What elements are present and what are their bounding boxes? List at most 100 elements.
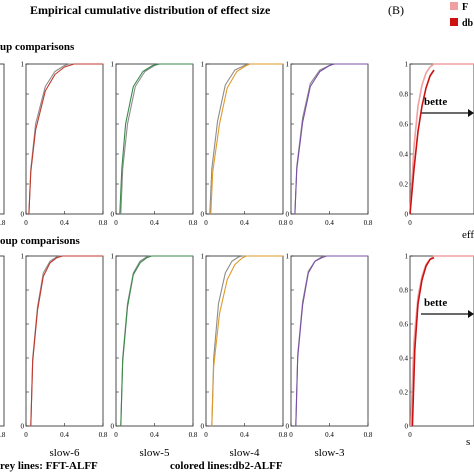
subplot-5: 0 1 0 0.4 0.8 slow-6 <box>21 253 108 460</box>
x-tick-label: 0 <box>204 431 208 439</box>
x-axis-label: slow-4 <box>230 447 260 459</box>
subplot-6: 0 1 0 0.4 0.8 slow-5 <box>111 253 198 460</box>
partial-panel-xtick: 0.8 <box>0 431 6 439</box>
x-tick-label: 0.8 <box>279 219 288 227</box>
series-line-grey <box>294 63 368 215</box>
legend-label-fft: F <box>462 2 468 13</box>
x-tick-label: 0 <box>24 219 28 227</box>
partial-panel-frame-2 <box>0 255 5 427</box>
x-tick-label: 0 <box>289 431 293 439</box>
y-tick-label: 0 <box>286 423 290 431</box>
x-tick-label: 0 <box>114 219 118 227</box>
row1-label: up comparisons <box>0 41 75 53</box>
series-line-grey <box>120 63 193 215</box>
x-tick-label: 0 <box>204 219 208 227</box>
axes-frame <box>115 63 194 215</box>
y-tick-label: 1 <box>405 253 409 261</box>
figure-title: Empirical cumulative distribution of eff… <box>30 3 271 17</box>
y-tick-label: 0 <box>111 211 115 219</box>
axes-frame <box>205 255 284 427</box>
y-tick-label: 0.2 <box>399 389 408 397</box>
arrow-better-top-icon <box>421 109 474 117</box>
axes-frame <box>290 255 369 427</box>
subplot-2: 0 1 0 0.4 0.8 <box>111 61 198 228</box>
y-tick-label: 0.4 <box>399 151 408 159</box>
panel-b-label: (B) <box>388 3 404 17</box>
x-tick-label: 0.4 <box>150 219 159 227</box>
x-tick-label: 0.8 <box>189 431 198 439</box>
plot-area: 0.80.80100.40.80100.40.80100.40.80100.40… <box>0 61 474 460</box>
y-tick-label: 0 <box>405 211 409 219</box>
partial-panel-xtick: 0.8 <box>0 219 6 227</box>
series-line-colored <box>294 63 368 215</box>
x-axis-label: slow-3 <box>315 447 345 459</box>
axes-frame <box>409 63 474 215</box>
x-tick-label: 0.4 <box>60 431 69 439</box>
partial-panel-frame-1 <box>0 63 5 215</box>
y-tick-label: 1 <box>111 253 115 261</box>
axes-frame <box>25 255 104 427</box>
y-tick-label: 1 <box>286 253 290 261</box>
x-tick-label: 0 <box>289 219 293 227</box>
y-tick-label: 1 <box>286 61 290 69</box>
series-line-colored <box>120 255 193 427</box>
x-axis-label: slow-6 <box>50 447 80 459</box>
legend-label-db2: db <box>462 18 474 29</box>
axes-frame <box>409 255 474 427</box>
series-line-grey <box>28 63 103 215</box>
y-tick-label: 1 <box>21 61 25 69</box>
y-tick-label: 0.2 <box>399 181 408 189</box>
y-tick-label: 0 <box>201 211 205 219</box>
series-line-grey <box>211 255 283 427</box>
y-tick-label: 0 <box>286 211 290 219</box>
y-tick-label: 1 <box>21 253 25 261</box>
x-tick-label: 0 <box>114 431 118 439</box>
subplot-9: 0 0.2 0.4 0.6 0.8 1 0 <box>399 61 474 227</box>
annotation-better-top: bette <box>424 96 447 108</box>
x-tick-label: 0.4 <box>240 219 249 227</box>
series-line-colored <box>295 255 368 427</box>
x-tick-label: 0.8 <box>99 219 108 227</box>
footer-grey-lines: rey lines: FFT-ALFF <box>0 460 98 472</box>
x-tick-label: 0.4 <box>150 431 159 439</box>
series-line-colored <box>411 256 435 427</box>
subplot-3: 0 1 0 0.4 0.8 <box>201 61 288 228</box>
legend-swatch-fft <box>450 2 458 10</box>
subplot-8: 0 1 0 0.4 0.8 slow-3 <box>286 253 373 460</box>
series-line-colored <box>30 255 103 427</box>
series-line-grey <box>209 63 283 215</box>
y-tick-label: 1 <box>405 61 409 69</box>
x-tick-label: 0.8 <box>279 431 288 439</box>
arrow-better-bottom-icon <box>421 310 474 318</box>
y-tick-label: 1 <box>201 253 205 261</box>
series-line-grey <box>30 255 103 427</box>
y-tick-label: 0.6 <box>399 121 408 129</box>
x-tick-label: 0.8 <box>364 431 373 439</box>
series-line-colored <box>210 63 283 215</box>
y-tick-label: 1 <box>111 61 115 69</box>
y-tick-label: 0 <box>405 423 409 431</box>
axes-frame <box>115 255 194 427</box>
x-tick-label: 0.4 <box>325 431 334 439</box>
y-tick-label: 0.8 <box>399 91 408 99</box>
row2-label: oup comparisons <box>0 235 80 247</box>
series-line-colored <box>28 63 103 215</box>
x-tick-label: 0 <box>408 219 412 227</box>
y-tick-label: 0 <box>111 423 115 431</box>
y-tick-label: 0.4 <box>399 355 408 363</box>
x-tick-label: 0.8 <box>99 431 108 439</box>
panel-b-xlabel-bottom: s <box>466 436 470 448</box>
subplot-7: 0 1 0 0.4 0.8 slow-4 <box>201 253 288 460</box>
x-axis-label: slow-5 <box>140 447 170 459</box>
y-tick-label: 0 <box>21 423 25 431</box>
series-line-colored <box>211 255 283 427</box>
series-line-colored <box>409 69 435 215</box>
x-tick-label: 0.4 <box>60 219 69 227</box>
y-tick-label: 0.6 <box>399 321 408 329</box>
footer-colored-lines: colored lines:db2-ALFF <box>170 460 283 472</box>
series-line-grey <box>410 255 474 427</box>
y-tick-label: 1 <box>201 61 205 69</box>
y-tick-label: 0 <box>201 423 205 431</box>
x-tick-label: 0.8 <box>189 219 198 227</box>
